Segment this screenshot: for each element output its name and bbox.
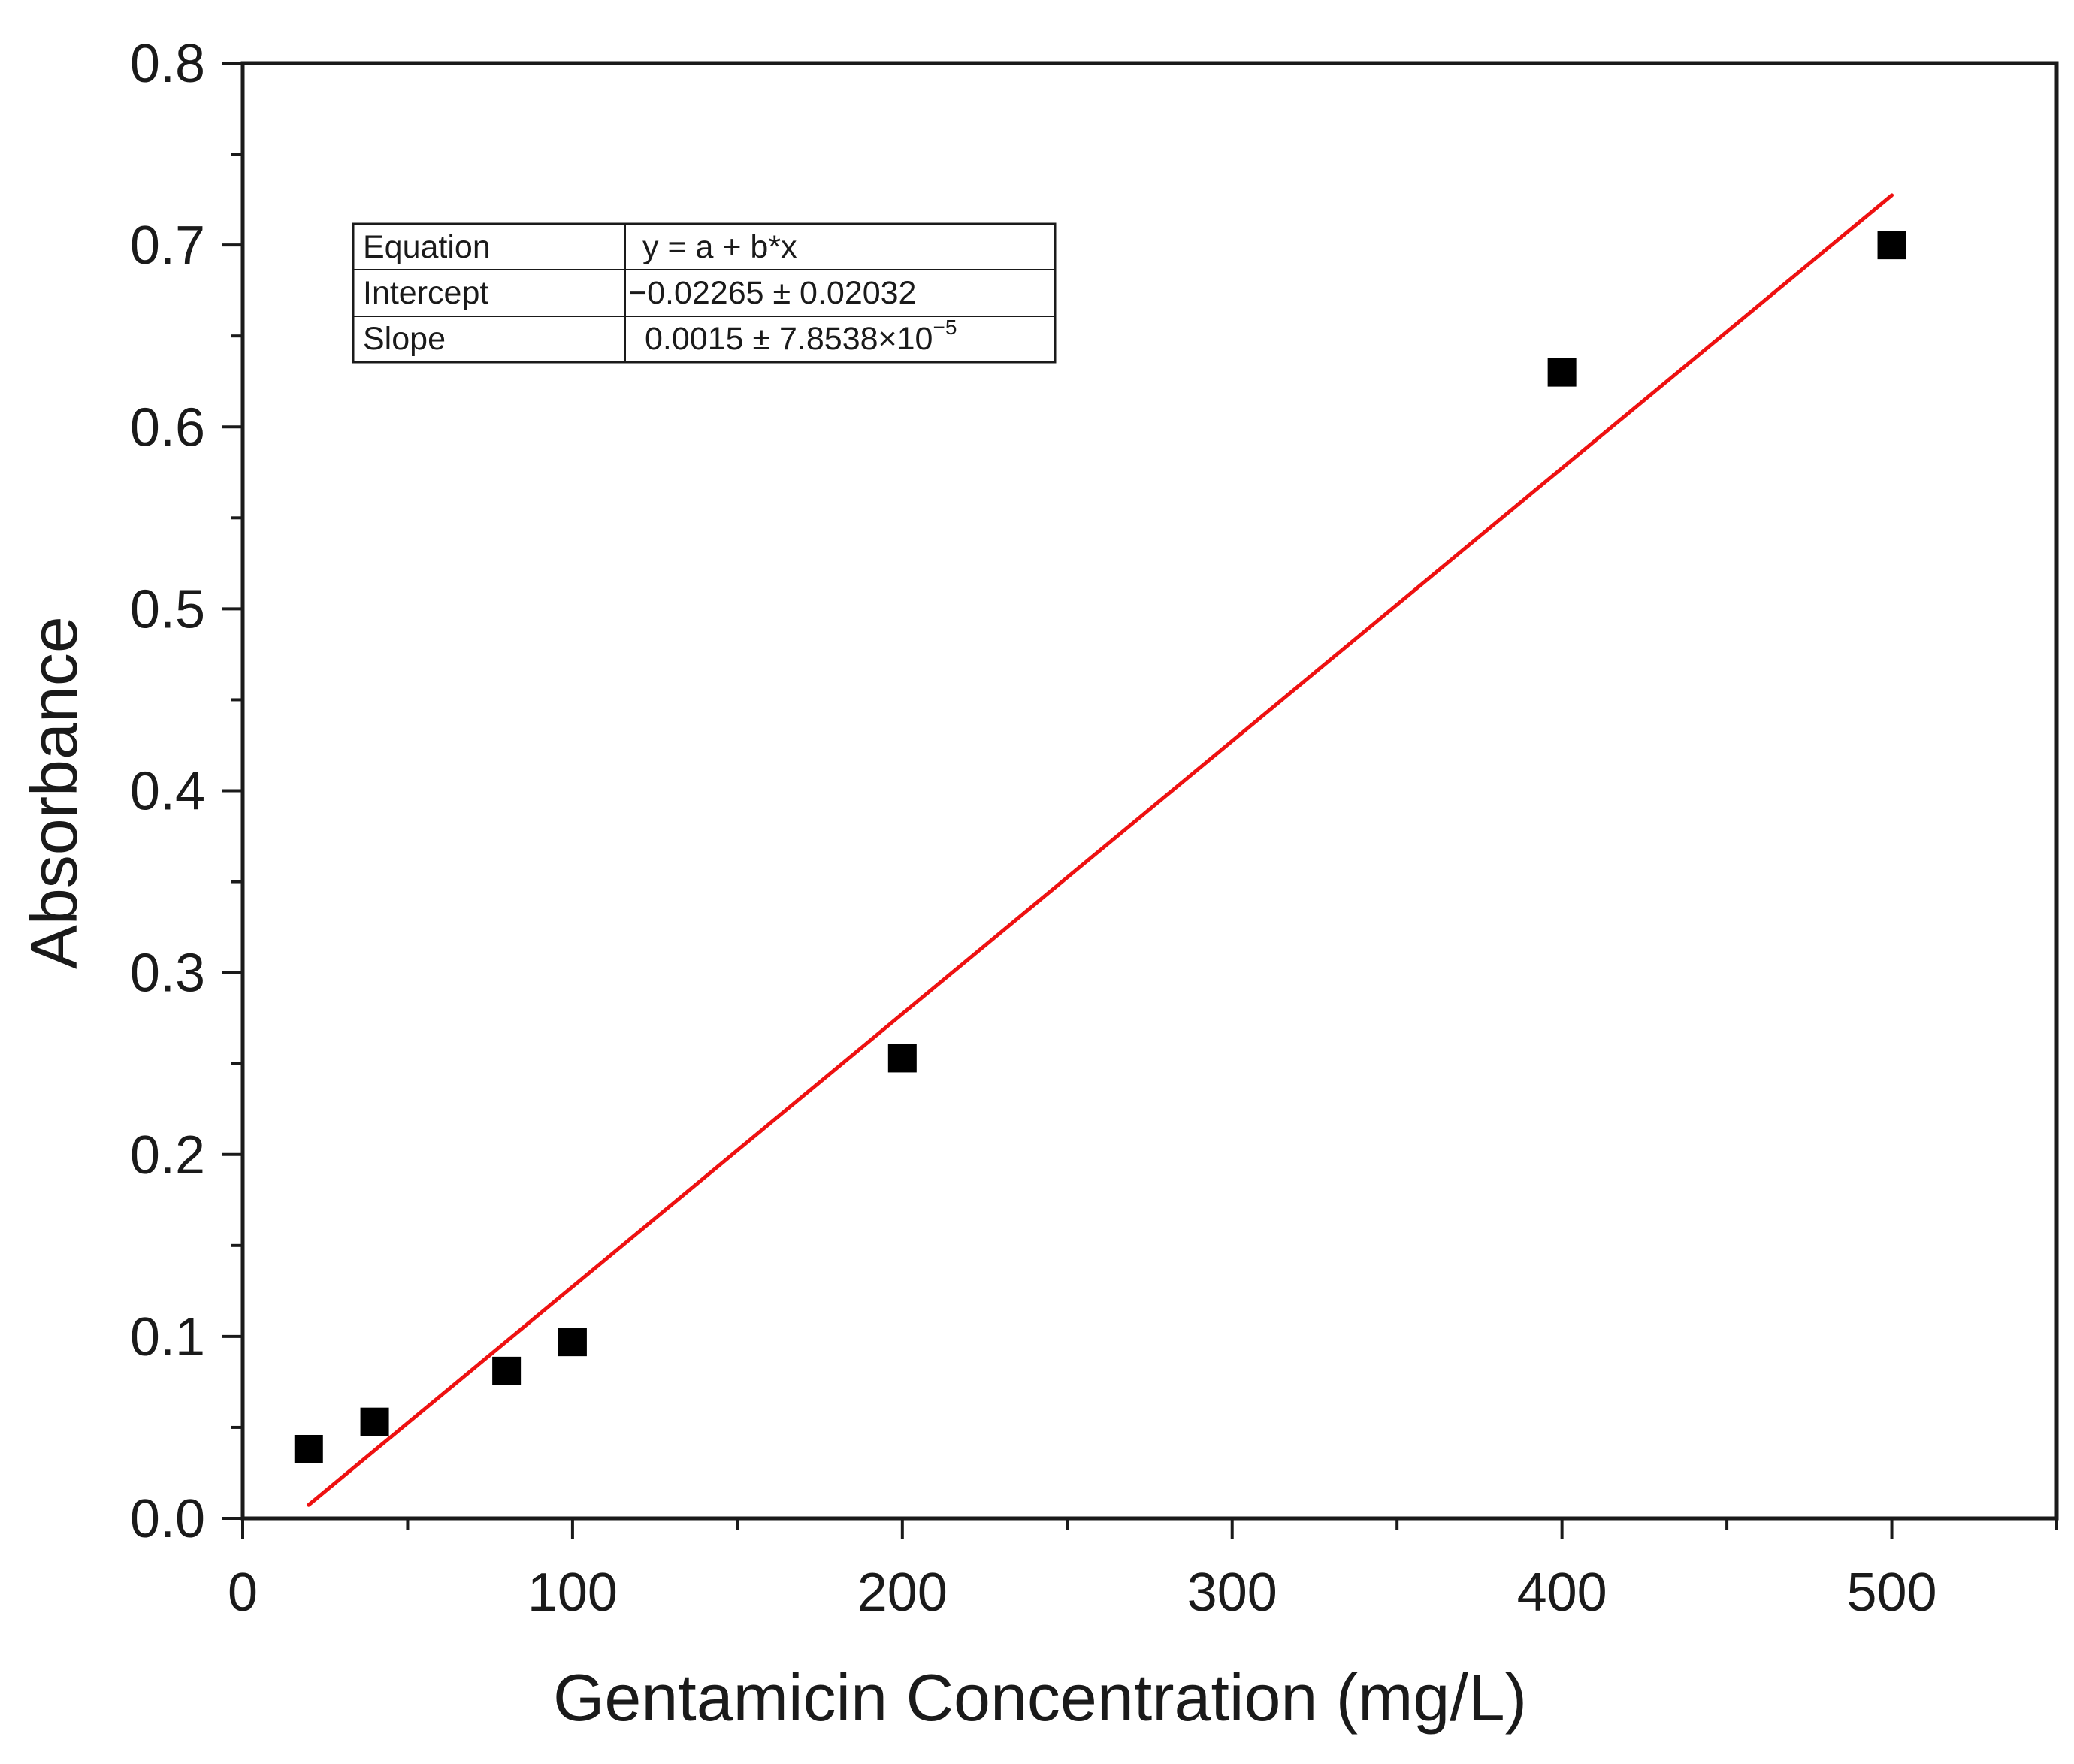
data-point — [1877, 231, 1906, 260]
y-tick-label: 0.0 — [130, 1489, 205, 1549]
data-point — [1547, 358, 1577, 387]
x-tick-label: 200 — [857, 1563, 948, 1623]
fit-results-table: Equation y = a + b*x Intercept −0.02265 … — [352, 222, 1057, 364]
x-axis-ticks: 0 100 200 300 400 500 — [228, 1518, 2058, 1623]
x-tick-label: 500 — [1846, 1563, 1936, 1623]
data-point — [492, 1356, 522, 1385]
fit-table-frame — [352, 222, 1057, 364]
x-tick-label: 300 — [1187, 1563, 1277, 1623]
fit-table-value-slope: 0.0015 ± 7.8538×10−5 — [645, 316, 957, 357]
x-tick-label: 400 — [1517, 1563, 1607, 1623]
fit-table-label-slope: Slope — [363, 321, 446, 357]
y-axis-title: Absorbance — [17, 616, 91, 969]
x-tick-label: 0 — [228, 1563, 258, 1623]
plot-area-frame — [240, 61, 2059, 1521]
data-point — [558, 1328, 587, 1357]
y-tick-label: 0.6 — [130, 397, 205, 458]
linear-fit-line — [307, 193, 1894, 1507]
y-tick-label: 0.8 — [130, 34, 205, 94]
data-point — [294, 1434, 323, 1463]
y-tick-label: 0.4 — [130, 762, 205, 822]
data-point — [887, 1044, 917, 1073]
fit-table-value-equation: y = a + b*x — [642, 229, 797, 265]
y-tick-label: 0.3 — [130, 944, 205, 1004]
fit-table-value-slope-exponent: −5 — [933, 316, 957, 339]
y-tick-label: 0.1 — [130, 1307, 205, 1367]
x-tick-label: 100 — [528, 1563, 618, 1623]
fit-table-label-equation: Equation — [363, 229, 491, 265]
fit-table-value-intercept: −0.02265 ± 0.02032 — [628, 275, 916, 311]
y-tick-label: 0.7 — [130, 216, 205, 276]
x-axis-title: Gentamicin Concentration (mg/L) — [553, 1660, 1527, 1735]
fit-table-label-intercept: Intercept — [363, 275, 488, 311]
data-points — [294, 231, 1906, 1463]
y-tick-label: 0.2 — [130, 1125, 205, 1186]
data-point — [360, 1407, 389, 1436]
y-tick-label: 0.5 — [130, 579, 205, 639]
fit-table-value-slope-base: 0.0015 ± 7.8538×10 — [645, 321, 933, 357]
y-axis-ticks: 0.0 0.1 0.2 0.3 0.4 0.5 0.6 0.7 0.8 — [130, 34, 243, 1549]
